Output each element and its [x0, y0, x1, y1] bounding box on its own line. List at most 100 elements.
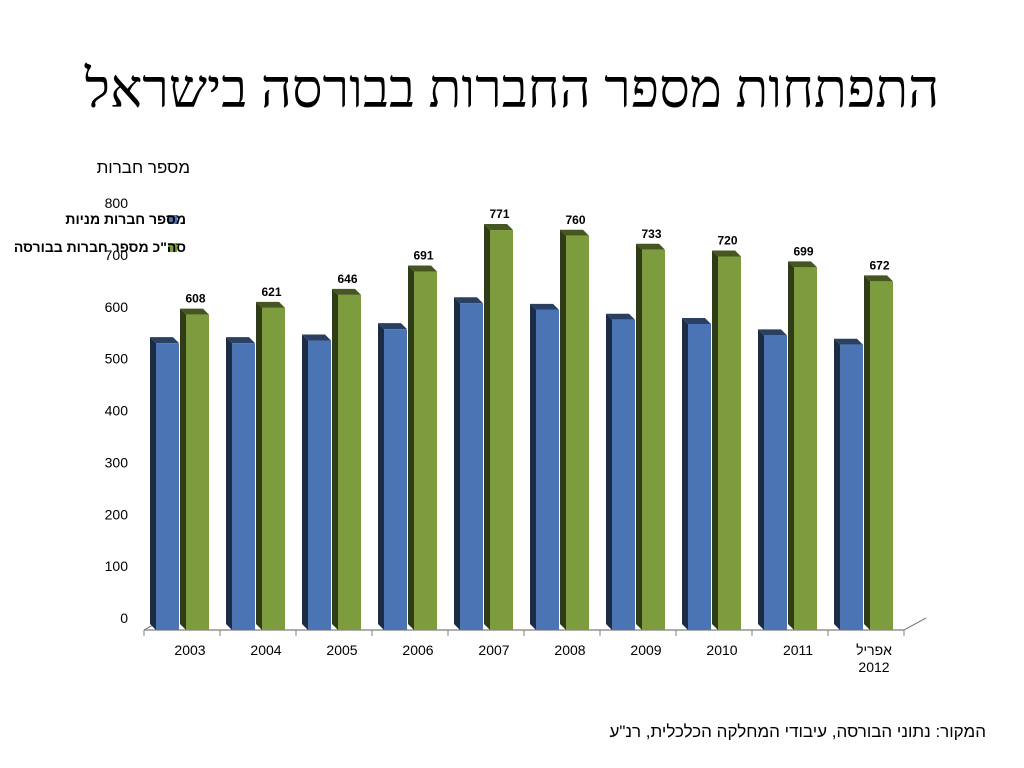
bar-shares-8 — [758, 329, 787, 630]
bar-top — [682, 317, 711, 324]
bar-shares-7 — [682, 317, 711, 630]
y-tick-label: 700 — [105, 247, 129, 263]
x-tick-label: 2004 — [250, 642, 281, 658]
bar-top — [150, 337, 179, 344]
page-title: התפתחות מספר החברות בבורסה בישראל — [84, 59, 940, 119]
bar-side — [150, 337, 156, 630]
bar-side — [484, 224, 490, 630]
y-tick-label: 400 — [105, 403, 129, 419]
bar-side — [682, 317, 688, 630]
x-tick-label: 2006 — [402, 642, 433, 658]
bar-shares-5 — [530, 303, 559, 630]
bar-top — [788, 261, 817, 268]
bar-side — [864, 275, 870, 630]
legend: מספר חברות מניות סה"כ מספר חברות בבורסה — [14, 211, 186, 255]
y-tick-label: 200 — [105, 506, 129, 522]
y-tick-label: 0 — [120, 610, 128, 626]
x-tick-label: 2011 — [783, 642, 813, 658]
y-tick-label: 300 — [105, 454, 129, 470]
bar-front — [490, 230, 513, 630]
bar-top — [256, 301, 285, 308]
bar-top — [226, 337, 255, 344]
bar-top — [454, 297, 483, 304]
bar-front — [156, 343, 179, 630]
bar-front — [688, 323, 711, 630]
floor-edge-right — [903, 617, 927, 631]
bar-side — [560, 229, 566, 630]
bar-total-0 — [180, 308, 209, 630]
bar-top — [560, 229, 589, 236]
bar-shares-6 — [606, 313, 635, 630]
bar-front — [794, 267, 817, 630]
bar-top — [758, 329, 787, 336]
bar-top — [484, 224, 513, 231]
data-label: 720 — [717, 234, 737, 248]
bar-side — [378, 323, 384, 630]
bar-front — [870, 281, 893, 630]
legend-label: מספר חברות מניות — [65, 211, 186, 227]
bar-front — [338, 294, 361, 630]
bar-top — [636, 243, 665, 250]
legend-label: סה"כ מספר חברות בבורסה — [14, 239, 186, 255]
data-label: 771 — [489, 207, 509, 221]
data-label: 699 — [793, 244, 813, 258]
y-tick-label: 100 — [105, 558, 129, 574]
bar-top — [332, 288, 361, 295]
y-axis-label: מספר חברות — [96, 158, 190, 177]
bar-shares-3 — [378, 323, 407, 630]
bar-side — [712, 250, 718, 630]
bar-front — [566, 235, 589, 630]
bar-side — [302, 334, 308, 630]
y-tick-label: 800 — [105, 195, 129, 211]
x-tick-label: אפריל 2012 — [856, 642, 892, 675]
bar-side — [636, 243, 642, 630]
bar-front — [612, 319, 635, 630]
axes: 0 100 200 300 400 500 600 700 800 2003 2004 2005 200… — [105, 195, 927, 675]
bar-shares-0 — [150, 337, 179, 630]
bar-side — [332, 288, 338, 630]
bar-total-6 — [636, 243, 665, 630]
bar-side — [788, 261, 794, 630]
bars — [150, 224, 893, 630]
legend-swatch — [168, 243, 177, 252]
bar-front — [384, 329, 407, 630]
bar-shares-4 — [454, 297, 483, 630]
bar-top — [378, 323, 407, 330]
data-label: 608 — [185, 292, 205, 306]
bar-top — [302, 334, 331, 341]
data-label: 691 — [413, 249, 433, 263]
bar-front — [262, 307, 285, 630]
bar-side — [530, 303, 536, 630]
bar-total-7 — [712, 250, 741, 630]
bar-side — [256, 301, 262, 630]
bar-total-4 — [484, 224, 513, 630]
legend-entry-1: סה"כ מספר חברות בבורסה — [14, 239, 186, 255]
x-tick-label: 2008 — [554, 642, 585, 658]
bar-side — [408, 265, 414, 630]
bar-total-9 — [864, 275, 893, 630]
x-tick-label: 2003 — [174, 642, 205, 658]
data-labels: 608 621 646 691 771 760 733 720 699 672 — [185, 207, 889, 306]
x-tick-label: 2010 — [706, 642, 737, 658]
bar-side — [606, 313, 612, 630]
bar-side — [834, 338, 840, 630]
bar-total-2 — [332, 288, 361, 630]
bar-front — [764, 335, 787, 630]
x-tick-label: 2009 — [630, 642, 661, 658]
bar-side — [454, 297, 460, 630]
source-note: המקור: נתוני הבורסה, עיבודי המחלקה הכלכל… — [609, 722, 986, 741]
bar-front — [414, 271, 437, 630]
bar-front — [840, 344, 863, 630]
x-tick-label: 2005 — [326, 642, 357, 658]
bar-side — [180, 308, 186, 630]
bar-side — [758, 329, 764, 630]
y-tick-label: 600 — [105, 299, 129, 315]
bar-top — [712, 250, 741, 257]
bar-front — [718, 256, 741, 630]
bar-front — [308, 340, 331, 630]
legend-swatch — [168, 215, 177, 224]
x-tick-label: 2007 — [478, 642, 509, 658]
bar-shares-1 — [226, 337, 255, 630]
bar-front — [536, 309, 559, 630]
